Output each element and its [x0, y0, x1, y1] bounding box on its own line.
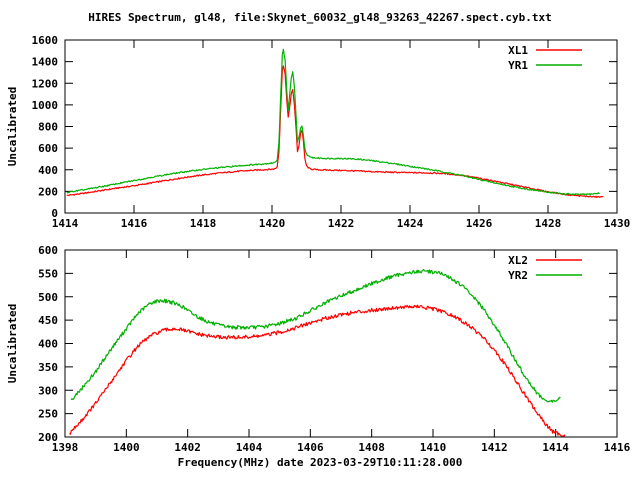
y-tick-label: 400	[38, 338, 58, 351]
y-tick-label: 0	[51, 207, 58, 220]
x-tick-label: 1416	[121, 217, 148, 230]
y-axis-label: Uncalibrated	[6, 87, 19, 166]
x-tick-label: 1414	[52, 217, 79, 230]
x-tick-label: 1404	[236, 441, 263, 454]
y-axis-label: Uncalibrated	[6, 304, 19, 383]
legend-label-YR1: YR1	[508, 59, 528, 72]
y-tick-label: 600	[38, 244, 58, 257]
y-tick-label: 200	[38, 431, 58, 444]
x-axis-label: Frequency(MHz) date 2023-03-29T10:11:28.…	[177, 456, 463, 469]
x-tick-label: 1418	[190, 217, 217, 230]
series-YR2	[70, 269, 561, 403]
x-tick-label: 1402	[174, 441, 201, 454]
y-tick-label: 400	[38, 164, 58, 177]
x-tick-label: 1430	[604, 217, 631, 230]
x-tick-label: 1408	[358, 441, 385, 454]
y-tick-label: 450	[38, 314, 58, 327]
x-tick-label: 1420	[259, 217, 286, 230]
y-tick-label: 350	[38, 361, 58, 374]
x-tick-label: 1412	[481, 441, 508, 454]
y-tick-label: 300	[38, 384, 58, 397]
x-tick-label: 1410	[420, 441, 447, 454]
x-tick-label: 1424	[397, 217, 424, 230]
series-YR1	[66, 48, 601, 196]
plot-border-top	[64, 39, 618, 214]
x-tick-label: 1398	[52, 441, 79, 454]
x-tick-label: 1400	[113, 441, 140, 454]
x-tick-label: 1406	[297, 441, 324, 454]
x-tick-label: 1428	[535, 217, 562, 230]
y-tick-label: 1600	[32, 34, 59, 47]
y-tick-label: 1400	[32, 56, 59, 69]
legend-label-XL2: XL2	[508, 254, 528, 267]
y-tick-label: 550	[38, 267, 58, 280]
x-tick-label: 1422	[328, 217, 355, 230]
y-tick-label: 250	[38, 408, 58, 421]
y-tick-label: 1000	[32, 99, 59, 112]
y-tick-label: 800	[38, 121, 58, 134]
series-XL1	[66, 65, 604, 198]
chart-title: HIRES Spectrum, gl48, file:Skynet_60032_…	[88, 11, 552, 24]
y-tick-label: 500	[38, 291, 58, 304]
x-tick-label: 1416	[604, 441, 631, 454]
y-tick-label: 200	[38, 185, 58, 198]
y-tick-label: 600	[38, 142, 58, 155]
x-tick-label: 1414	[542, 441, 569, 454]
series-XL2	[69, 304, 566, 437]
x-tick-label: 1426	[466, 217, 493, 230]
legend-label-YR2: YR2	[508, 269, 528, 282]
y-tick-label: 1200	[32, 77, 59, 90]
legend-label-XL1: XL1	[508, 44, 528, 57]
